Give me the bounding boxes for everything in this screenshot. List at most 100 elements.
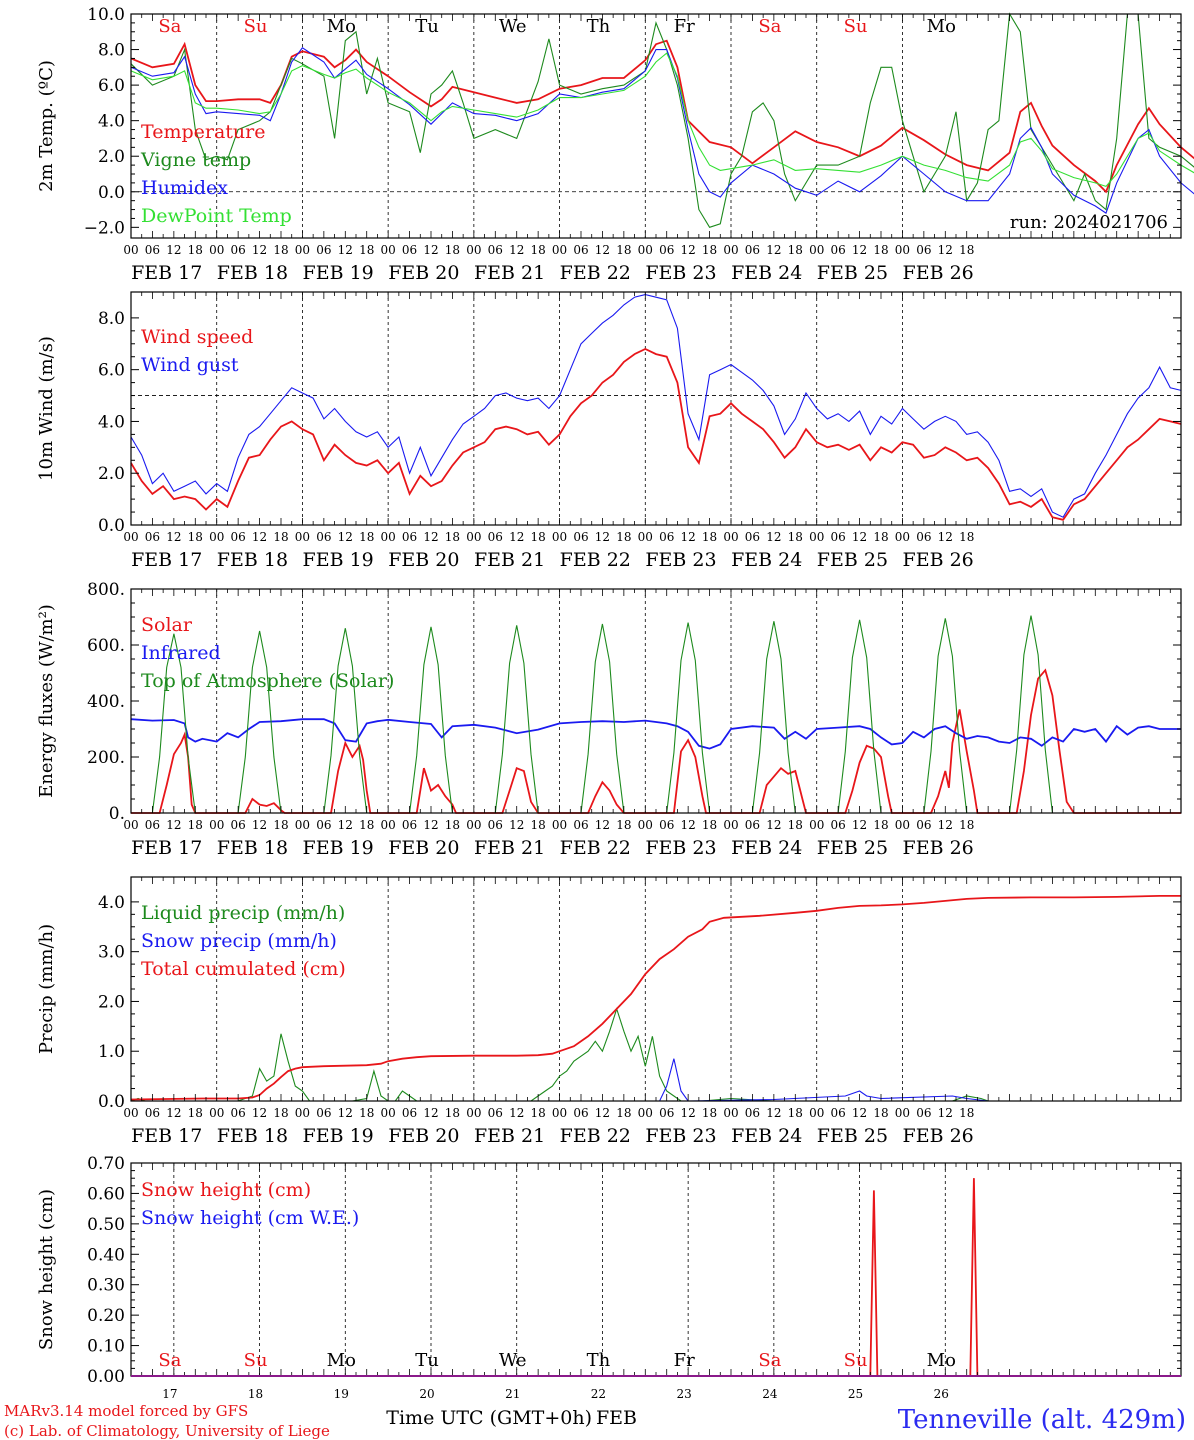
hour-label: 06: [573, 530, 588, 544]
weekday-label: Su: [844, 16, 868, 37]
date-label: FEB 24: [731, 549, 802, 571]
hour-label: 12: [681, 243, 696, 257]
hour-label: 00: [895, 1106, 910, 1120]
hour-label: 00: [209, 530, 224, 544]
plot-frame: [130, 291, 1182, 526]
date-label: FEB 21: [474, 837, 545, 859]
weekday-label: Sa: [158, 16, 181, 37]
legend-entry: Vigne temp: [140, 149, 251, 171]
y-tick-label: 8.0: [98, 309, 125, 329]
hour-label: 06: [488, 818, 503, 832]
y-axis-label: Precip (mm/h): [36, 924, 57, 1054]
x-axis-month: FEB: [596, 1407, 637, 1429]
date-label: FEB 20: [388, 549, 459, 571]
hour-label: 18: [273, 243, 288, 257]
hour-label: 12: [166, 243, 181, 257]
weekday-label: Th: [587, 1350, 611, 1371]
date-label: FEB 24: [731, 262, 802, 284]
hour-label: 00: [723, 1106, 738, 1120]
date-label: FEB 18: [217, 549, 288, 571]
hour-label: 12: [681, 530, 696, 544]
day-number: 22: [591, 1387, 606, 1401]
hour-label: 18: [702, 243, 717, 257]
legend-entry: Infrared: [141, 642, 221, 664]
panel-1: −2.0 0.0 2.0 4.0 6.0 8.0 10.0 2m Temp. (ºC) Temp…: [36, 5, 1194, 284]
legend-entry: Solar: [141, 614, 193, 636]
date-label: FEB 19: [303, 837, 374, 859]
panel-2: 0.0 2.0 4.0 6.0 8.0 10m Wind (m/s) Wind speed W…: [36, 291, 1182, 571]
hour-label: 18: [359, 530, 374, 544]
y-tick-label: 400.: [87, 692, 125, 712]
hour-label: 12: [595, 818, 610, 832]
weekday-label: We: [499, 1350, 527, 1371]
hour-label: 12: [509, 1106, 524, 1120]
hour-label: 18: [445, 243, 460, 257]
series-line-red: [130, 895, 1181, 1101]
date-label: FEB 26: [903, 1125, 974, 1147]
hour-label: 12: [252, 1106, 267, 1120]
weekday-label: Tu: [415, 16, 439, 37]
date-label: FEB 18: [217, 262, 288, 284]
panel-3: 0. 200. 400. 600. 800. Energy fluxes (W/m²) So…: [36, 580, 1182, 859]
y-tick-label: 0.: [109, 804, 125, 824]
series-line-blue: [131, 1058, 1181, 1102]
hour-label: 18: [873, 243, 888, 257]
hour-label: 06: [659, 243, 674, 257]
hour-label: 00: [895, 243, 910, 257]
y-tick-label: 2.0: [98, 147, 125, 167]
hour-label: 18: [359, 818, 374, 832]
weekday-label: Su: [844, 1350, 868, 1371]
hour-label: 06: [316, 1106, 331, 1120]
date-label: FEB 21: [474, 549, 545, 571]
hour-label: 06: [831, 243, 846, 257]
weekday-label: Mo: [927, 16, 956, 37]
hour-label: 00: [552, 530, 567, 544]
weekday-label: Sa: [758, 1350, 781, 1371]
hour-label: 12: [338, 1106, 353, 1120]
y-tick-label: 1.0: [98, 1042, 125, 1062]
hour-label: 12: [852, 530, 867, 544]
hour-label: 12: [252, 243, 267, 257]
hour-label: 00: [809, 818, 824, 832]
hour-label: 12: [595, 243, 610, 257]
hour-label: 06: [573, 243, 588, 257]
hour-label: 12: [938, 243, 953, 257]
legend-entry: Wind gust: [141, 354, 239, 376]
hour-label: 18: [702, 530, 717, 544]
hour-label: 06: [402, 243, 417, 257]
date-label: FEB 25: [817, 549, 888, 571]
hour-label: 06: [659, 530, 674, 544]
hour-label: 12: [766, 1106, 781, 1120]
date-label: FEB 22: [560, 837, 631, 859]
hour-label: 18: [188, 243, 203, 257]
hour-label: 00: [466, 1106, 481, 1120]
hour-label: 06: [488, 530, 503, 544]
hour-label: 00: [895, 818, 910, 832]
hour-label: 18: [273, 1106, 288, 1120]
series-line-green: [130, 1007, 1181, 1102]
hour-label: 12: [766, 243, 781, 257]
hour-label: 00: [295, 530, 310, 544]
date-label: FEB 23: [645, 1125, 716, 1147]
y-tick-label: 3.0: [98, 943, 125, 963]
hour-label: 18: [788, 1106, 803, 1120]
legend-entry: Snow height (cm W.E.): [141, 1207, 359, 1229]
hour-label: 12: [166, 818, 181, 832]
series-line-blue: [130, 47, 1194, 214]
hour-label: 18: [873, 530, 888, 544]
hour-label: 06: [402, 818, 417, 832]
hour-label: 06: [231, 818, 246, 832]
hour-label: 12: [509, 818, 524, 832]
hour-label: 00: [809, 1106, 824, 1120]
hour-label: 00: [466, 243, 481, 257]
date-label: FEB 21: [474, 1125, 545, 1147]
y-tick-label: 6.0: [98, 361, 125, 381]
date-label: FEB 22: [560, 1125, 631, 1147]
y-tick-label: 8.0: [98, 41, 125, 61]
hour-label: 06: [745, 243, 760, 257]
y-tick-label: 4.0: [98, 893, 125, 913]
hour-label: 18: [616, 1106, 631, 1120]
hour-label: 18: [959, 1106, 974, 1120]
date-label: FEB 19: [303, 549, 374, 571]
y-tick-label: 200.: [87, 748, 125, 768]
